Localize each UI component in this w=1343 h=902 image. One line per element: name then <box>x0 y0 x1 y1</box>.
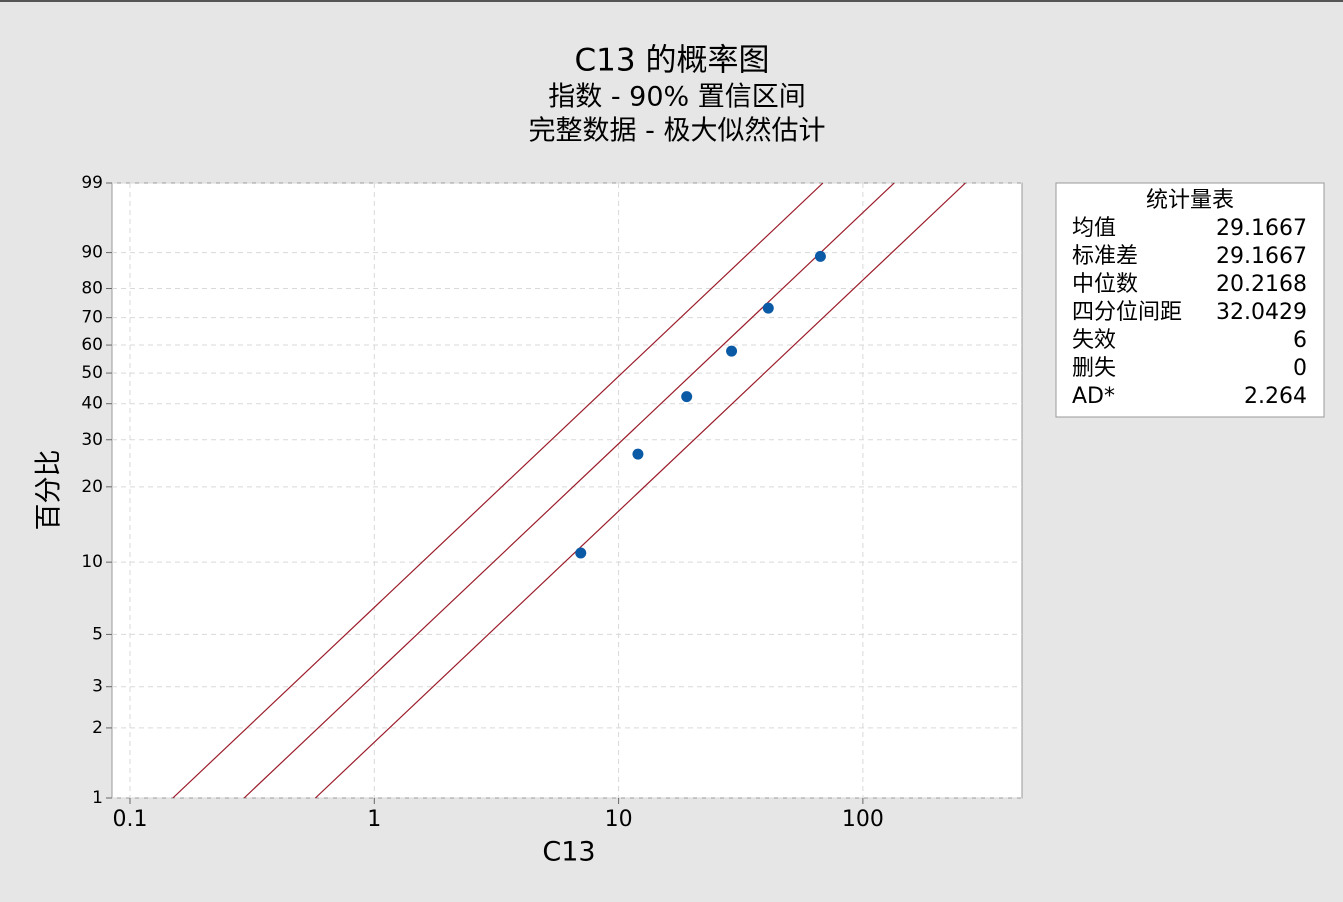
y-tick-label: 3 <box>92 677 103 697</box>
fit-line <box>243 183 895 798</box>
y-tick-label: 1 <box>92 788 103 808</box>
y-tick-label: 30 <box>81 430 103 450</box>
stats-label: 四分位间距 <box>1072 300 1182 325</box>
stats-value: 6 <box>1293 328 1307 353</box>
y-tick-label: 80 <box>81 279 103 299</box>
y-tick-label: 90 <box>81 243 103 263</box>
stats-value: 29.1667 <box>1216 244 1307 269</box>
plot-content <box>172 183 966 798</box>
fit-line <box>172 183 824 798</box>
stats-label: AD* <box>1072 384 1115 409</box>
stats-label: 中位数 <box>1072 272 1138 297</box>
x-tick-label: 0.1 <box>112 807 147 832</box>
chart-subtitle: 指数 - 90% 置信区间 <box>548 82 806 113</box>
grid <box>112 182 1022 799</box>
y-tick-label: 60 <box>81 335 103 355</box>
stats-label: 失效 <box>1072 328 1116 353</box>
y-tick-label: 70 <box>81 308 103 328</box>
chart-title: C13 的概率图 <box>575 43 770 79</box>
y-tick-label: 99 <box>81 173 103 193</box>
x-axis-label: C13 <box>542 837 595 868</box>
data-point <box>814 250 826 262</box>
y-tick-label: 2 <box>92 718 103 738</box>
stats-label: 删失 <box>1072 356 1116 381</box>
y-tick-label: 40 <box>81 394 103 414</box>
y-tick-label: 20 <box>81 477 103 497</box>
plot-area <box>111 182 1023 799</box>
stats-value: 20.2168 <box>1216 272 1307 297</box>
y-tick-label: 50 <box>81 363 103 383</box>
y-tick-label: 5 <box>92 624 103 644</box>
stats-value: 0 <box>1293 356 1307 381</box>
data-point <box>681 391 693 403</box>
stats-label: 标准差 <box>1072 244 1138 269</box>
chart-subtitle: 完整数据 - 极大似然估计 <box>529 116 826 147</box>
x-tick-label: 10 <box>605 807 633 832</box>
y-axis-label: 百分比 <box>34 450 65 531</box>
data-point <box>632 448 644 460</box>
data-point <box>762 302 774 314</box>
stats-value: 2.264 <box>1244 384 1307 409</box>
x-tick-label: 1 <box>367 807 381 832</box>
fit-line <box>314 183 966 798</box>
stats-label: 均值 <box>1072 216 1116 241</box>
data-point <box>575 547 587 559</box>
stats-value: 32.0429 <box>1216 300 1307 325</box>
y-tick-label: 10 <box>81 552 103 572</box>
data-point <box>726 345 738 357</box>
stats-box <box>1055 182 1325 418</box>
x-tick-label: 100 <box>842 807 884 832</box>
stats-value: 29.1667 <box>1216 216 1307 241</box>
stats-title: 统计量表 <box>1146 188 1234 213</box>
